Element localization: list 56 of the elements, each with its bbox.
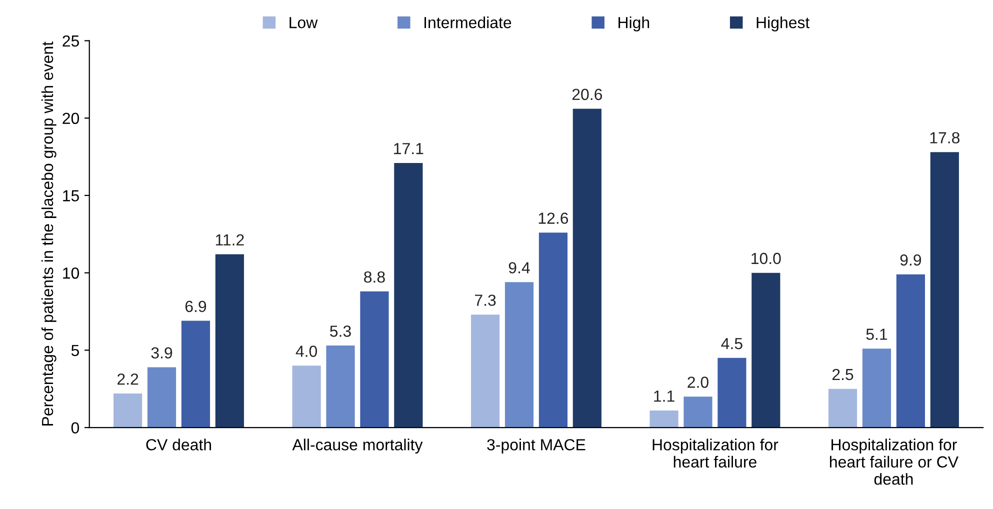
y-tick-label: 5 xyxy=(71,344,79,356)
x-tick-label: CV death xyxy=(146,438,212,450)
bar xyxy=(718,358,746,428)
bar xyxy=(292,366,321,428)
bar xyxy=(862,348,892,428)
data-label: 2.2 xyxy=(118,373,138,385)
y-tick-label: 15 xyxy=(63,190,79,202)
data-label: 9.4 xyxy=(508,262,530,274)
bar xyxy=(114,394,142,428)
data-label: 1.1 xyxy=(654,390,674,402)
legend-label: Highest xyxy=(756,16,810,32)
data-label: 6.9 xyxy=(185,300,206,312)
bar xyxy=(538,232,568,428)
legend-label: Intermediate xyxy=(424,16,512,28)
bar xyxy=(572,108,602,428)
bar xyxy=(326,346,355,428)
bar xyxy=(828,388,858,428)
bar xyxy=(181,320,210,428)
bar xyxy=(684,396,712,428)
data-label: 4.5 xyxy=(721,338,742,350)
data-label: 5.1 xyxy=(866,328,888,340)
bar xyxy=(504,282,534,428)
y-tick-label: 25 xyxy=(62,35,79,47)
y-axis-title: Percentage of patients in the placebo group with event xyxy=(41,42,56,426)
data-label: 5.3 xyxy=(330,326,351,337)
data-label: 10.0 xyxy=(752,252,781,264)
data-label: 17.8 xyxy=(930,132,960,144)
data-label: 11.2 xyxy=(216,234,244,246)
bar xyxy=(470,314,500,428)
x-tick-label: 3-point MACE xyxy=(487,438,586,454)
data-label: 3.9 xyxy=(151,347,172,358)
legend-label: Low xyxy=(290,17,318,28)
data-label: 12.6 xyxy=(538,212,568,224)
x-tick-label: Hospitalization for heart failure or CV death xyxy=(830,438,958,485)
data-label: 17.1 xyxy=(394,143,424,154)
data-label: 2.0 xyxy=(688,376,708,388)
bar xyxy=(215,254,244,428)
bar xyxy=(930,152,959,428)
data-label: 9.9 xyxy=(900,254,922,266)
bar xyxy=(650,410,678,428)
x-tick-label: Hospitalization for heart failure xyxy=(652,438,778,468)
y-tick-label: 20 xyxy=(62,112,80,124)
data-label: 20.6 xyxy=(572,88,602,100)
bar xyxy=(394,162,423,428)
legend-label: High xyxy=(618,16,650,32)
data-label: 8.8 xyxy=(364,271,385,283)
data-label: 4.0 xyxy=(296,346,318,357)
y-tick-label: 0 xyxy=(71,422,80,434)
bar xyxy=(752,272,780,428)
x-tick-label: All-cause mortality xyxy=(292,438,423,454)
bar xyxy=(896,274,925,428)
data-label: 2.5 xyxy=(832,368,854,380)
bar xyxy=(360,291,389,428)
bar xyxy=(147,367,176,428)
y-tick-label: 10 xyxy=(63,267,80,279)
data-label: 7.3 xyxy=(474,294,496,306)
